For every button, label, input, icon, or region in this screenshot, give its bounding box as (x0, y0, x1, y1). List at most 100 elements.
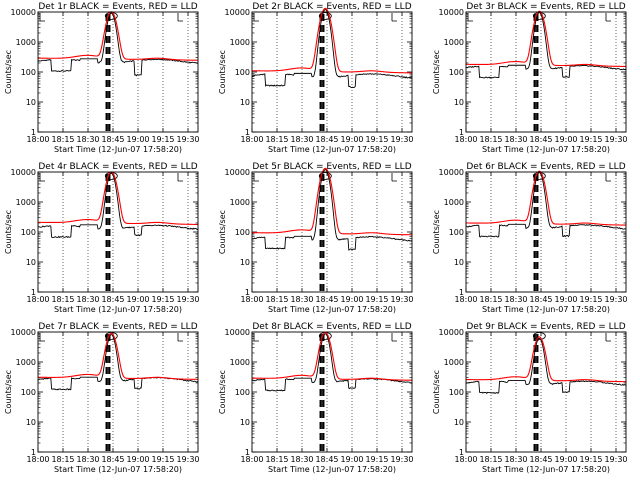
y-tick-label: 1000 (230, 198, 250, 207)
lld-series-line (37, 332, 199, 380)
x-tick-label: 19:30 (604, 135, 627, 144)
panel-title: Det 8r BLACK = Events, RED = LLD (252, 322, 411, 332)
x-tick-label: 18:45 (101, 455, 124, 464)
x-axis-label: Start Time (12-Jun-07 17:58:20) (268, 465, 396, 474)
y-axis-label: Counts/sec (432, 210, 441, 254)
plot-frame (465, 171, 627, 293)
x-axis-label: Start Time (12-Jun-07 17:58:20) (54, 465, 182, 474)
y-tick-label: 1 (459, 448, 464, 457)
x-tick-label: 19:30 (176, 135, 199, 144)
y-tick-label: 1000 (230, 358, 250, 367)
panel-8: Det 8r BLACK = Events, RED = LLD 1 10 100 10… (218, 322, 414, 474)
start-marker (467, 13, 473, 22)
x-tick-label: 18:00 (240, 295, 263, 304)
x-tick-label: 18:30 (290, 295, 313, 304)
y-tick-label: 100 (235, 68, 250, 77)
y-tick-label: 10000 (439, 168, 464, 177)
lld-series-line (251, 7, 413, 74)
x-tick-label: 19:30 (604, 295, 627, 304)
events-series-line (251, 9, 413, 89)
x-tick-label: 18:45 (315, 295, 338, 304)
plot-frame (37, 331, 199, 453)
y-tick-label: 10 (454, 98, 464, 107)
y-tick-label: 10000 (225, 8, 250, 17)
y-tick-label: 10000 (439, 328, 464, 337)
y-tick-label: 1 (31, 128, 36, 137)
lld-series-line (251, 167, 413, 236)
start-marker (39, 13, 45, 22)
y-axis-label: Counts/sec (218, 370, 227, 414)
panel-title: Det 6r BLACK = Events, RED = LLD (466, 162, 625, 172)
x-tick-label: 18:15 (479, 455, 502, 464)
x-tick-label: 18:15 (51, 455, 74, 464)
end-marker (177, 333, 183, 342)
peak-marker (318, 172, 332, 180)
x-tick-label: 18:45 (529, 295, 552, 304)
x-tick-label: 18:00 (454, 135, 477, 144)
plot-frame (251, 331, 413, 453)
x-tick-label: 18:30 (504, 135, 527, 144)
x-tick-label: 19:15 (579, 295, 602, 304)
start-marker (253, 13, 259, 22)
plot-frame (465, 11, 627, 133)
events-series-line (465, 172, 627, 238)
x-tick-label: 18:00 (26, 455, 49, 464)
x-tick-label: 19:15 (579, 135, 602, 144)
y-tick-label: 10 (240, 258, 250, 267)
x-tick-label: 19:00 (554, 135, 577, 144)
plot-frame (251, 171, 413, 293)
panel-title: Det 4r BLACK = Events, RED = LLD (38, 162, 197, 172)
x-tick-label: 18:15 (51, 135, 74, 144)
panel-7: Det 7r BLACK = Events, RED = LLD 1 10 100 10… (4, 322, 200, 474)
panel-2: Det 2r BLACK = Events, RED = LLD 1 10 100 10… (218, 2, 414, 154)
x-tick-label: 18:00 (240, 135, 263, 144)
plot-frame (37, 11, 199, 133)
lld-series-line (465, 170, 627, 226)
y-tick-label: 100 (449, 68, 464, 77)
x-tick-label: 18:30 (76, 135, 99, 144)
x-tick-label: 19:15 (365, 455, 388, 464)
x-tick-label: 18:00 (26, 295, 49, 304)
x-tick-label: 19:30 (604, 455, 627, 464)
peak-marker (532, 332, 546, 340)
y-tick-label: 10000 (11, 8, 36, 17)
x-tick-label: 18:15 (265, 455, 288, 464)
end-marker (391, 13, 397, 22)
x-tick-label: 19:30 (390, 135, 413, 144)
panel-1: Det 1r BLACK = Events, RED = LLD 1 10 100 10… (4, 2, 200, 154)
panel-title: Det 1r BLACK = Events, RED = LLD (38, 2, 197, 12)
y-tick-label: 10 (240, 418, 250, 427)
y-tick-label: 100 (235, 228, 250, 237)
x-tick-label: 19:00 (340, 295, 363, 304)
x-tick-label: 18:15 (479, 135, 502, 144)
x-tick-label: 18:15 (479, 295, 502, 304)
x-tick-label: 18:45 (101, 135, 124, 144)
x-tick-label: 19:30 (390, 455, 413, 464)
y-tick-label: 10 (454, 418, 464, 427)
x-tick-label: 18:30 (76, 455, 99, 464)
events-series-line (465, 12, 627, 79)
y-tick-label: 10000 (225, 328, 250, 337)
y-axis-label: Counts/sec (218, 50, 227, 94)
x-axis-label: Start Time (12-Jun-07 17:58:20) (268, 305, 396, 314)
y-tick-label: 1000 (444, 358, 464, 367)
y-tick-label: 100 (21, 68, 36, 77)
y-axis-label: Counts/sec (4, 210, 13, 254)
x-tick-label: 18:15 (265, 295, 288, 304)
x-tick-label: 18:00 (454, 455, 477, 464)
x-tick-label: 18:00 (454, 295, 477, 304)
panel-title: Det 2r BLACK = Events, RED = LLD (252, 2, 411, 12)
panel-title: Det 7r BLACK = Events, RED = LLD (38, 322, 197, 332)
start-marker (467, 333, 473, 342)
y-tick-label: 10 (26, 98, 36, 107)
x-tick-label: 18:15 (265, 135, 288, 144)
y-tick-label: 100 (449, 228, 464, 237)
x-tick-label: 19:30 (176, 295, 199, 304)
x-tick-label: 19:00 (126, 455, 149, 464)
x-axis-label: Start Time (12-Jun-07 17:58:20) (54, 305, 182, 314)
panel-6: Det 6r BLACK = Events, RED = LLD 1 10 100 10… (432, 162, 628, 314)
x-tick-label: 18:45 (529, 135, 552, 144)
y-tick-label: 1000 (16, 198, 36, 207)
x-tick-label: 19:15 (365, 135, 388, 144)
